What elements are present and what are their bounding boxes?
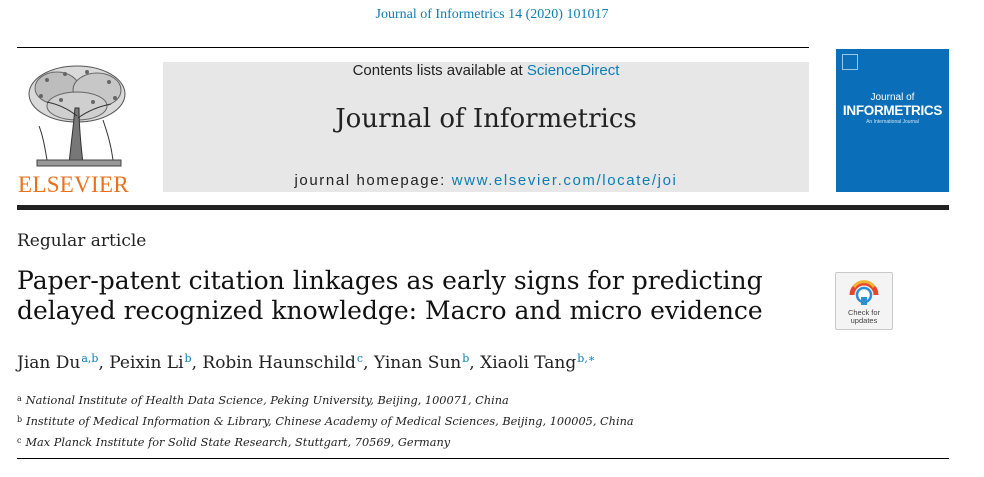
affiliation-list: a National Institute of Health Data Scien… (17, 389, 937, 452)
author-affiliation-link[interactable]: c (356, 352, 364, 365)
check-for-updates-line2: updates (850, 316, 878, 325)
author-name: Jian Du (17, 353, 81, 373)
homepage-link[interactable]: www.elsevier.com/locate/joi (451, 172, 678, 189)
journal-title: Journal of Informetrics (335, 104, 637, 134)
top-divider (17, 47, 809, 48)
contents-prefix: Contents lists available at (352, 62, 527, 79)
homepage-prefix: journal homepage: (294, 172, 452, 189)
article-title: Paper-patent citation linkages as early … (17, 266, 817, 326)
affiliation-text: Institute of Medical Information & Libra… (26, 415, 634, 428)
affiliation-item: c Max Planck Institute for Solid State Re… (17, 431, 937, 452)
check-for-updates-button[interactable]: Check for updates (835, 272, 893, 330)
bottom-divider (17, 458, 949, 459)
author-name: Robin Haunschild (202, 353, 356, 373)
elsevier-wordmark: ELSEVIER (18, 172, 129, 197)
article-type: Regular article (17, 231, 147, 251)
check-for-updates-line1: Check for (847, 308, 881, 317)
check-for-updates-label: Check for updates (836, 309, 892, 325)
affiliation-text: Max Planck Institute for Solid State Res… (25, 436, 451, 449)
cover-line3: An International Journal (866, 119, 919, 125)
affiliation-mark: b (17, 415, 23, 424)
author-list: Jian Dua,b, Peixin Lib, Robin Haunschild… (17, 352, 596, 373)
homepage-line: journal homepage: www.elsevier.com/locat… (163, 172, 809, 189)
article-title-line1: Paper-patent citation linkages as early … (17, 266, 763, 295)
elsevier-tree-logo-icon (28, 65, 126, 167)
affiliation-mark: c (17, 436, 22, 445)
cover-line1: Journal of (870, 92, 915, 103)
contents-line: Contents lists available at ScienceDirec… (163, 62, 809, 79)
affiliation-item: b Institute of Medical Information & Libr… (17, 410, 937, 431)
cover-line2: INFORMETRICS (842, 103, 943, 118)
check-for-updates-icon (849, 280, 879, 305)
author-affiliation-link[interactable]: a,b (81, 352, 99, 365)
cover-publisher-logo-icon (842, 54, 858, 70)
affiliation-text: National Institute of Health Data Scienc… (25, 394, 509, 407)
sciencedirect-link[interactable]: ScienceDirect (526, 62, 620, 79)
journal-banner: Contents lists available at ScienceDirec… (163, 62, 809, 192)
author-name: Yinan Sun (373, 353, 462, 373)
author-name: Peixin Li (109, 353, 184, 373)
article-title-line2: delayed recognized knowledge: Macro and … (17, 296, 763, 325)
author-name: Xiaoli Tang (480, 353, 577, 373)
journal-cover-image: Journal of INFORMETRICS An International… (836, 49, 949, 192)
affiliation-item: a National Institute of Health Data Scien… (17, 389, 937, 410)
author-affiliation-link[interactable]: b,∗ (577, 352, 596, 365)
author-affiliation-link[interactable]: b (184, 352, 192, 365)
header-thick-divider (17, 205, 949, 210)
journal-reference-link[interactable]: Journal of Informetrics 14 (2020) 101017 (375, 7, 609, 22)
affiliation-mark: a (17, 394, 22, 403)
author-affiliation-link[interactable]: b (462, 352, 470, 365)
